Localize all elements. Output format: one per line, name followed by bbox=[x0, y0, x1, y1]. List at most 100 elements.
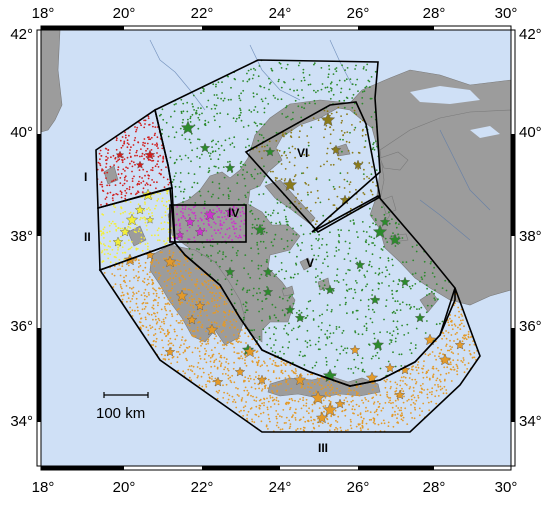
earthquake-dot bbox=[150, 263, 153, 265]
earthquake-dot bbox=[189, 117, 192, 120]
earthquake-dot bbox=[126, 156, 129, 159]
earthquake-dot bbox=[162, 358, 165, 360]
earthquake-dot bbox=[238, 395, 240, 397]
earthquake-dot bbox=[360, 361, 363, 364]
earthquake-dot bbox=[140, 236, 143, 239]
earthquake-dot bbox=[202, 284, 204, 286]
earthquake-dot bbox=[234, 326, 236, 329]
earthquake-dot bbox=[105, 162, 108, 165]
earthquake-dot bbox=[140, 317, 142, 320]
earthquake-dot bbox=[313, 62, 316, 65]
earthquake-dot bbox=[239, 236, 242, 239]
earthquake-dot bbox=[291, 293, 294, 296]
earthquake-dot bbox=[350, 287, 353, 290]
earthquake-dot bbox=[205, 361, 208, 364]
earthquake-dot bbox=[124, 134, 127, 137]
earthquake-dot bbox=[196, 278, 198, 281]
earthquake-dot bbox=[226, 228, 229, 231]
earthquake-dot bbox=[394, 337, 397, 340]
earthquake-dot bbox=[285, 205, 288, 208]
earthquake-dot bbox=[239, 162, 242, 165]
earthquake-dot bbox=[397, 233, 399, 236]
earthquake-dot bbox=[301, 386, 303, 389]
earthquake-dot bbox=[160, 228, 163, 231]
earthquake-dot bbox=[168, 303, 171, 306]
earthquake-dot bbox=[289, 408, 291, 411]
earthquake-dot bbox=[180, 238, 183, 241]
earthquake-dot bbox=[256, 111, 259, 113]
earthquake-dot bbox=[347, 429, 349, 431]
earthquake-dot bbox=[428, 409, 431, 412]
earthquake-dot bbox=[157, 155, 160, 158]
earthquake-dot bbox=[371, 166, 373, 168]
earthquake-dot bbox=[269, 317, 271, 320]
star-icon bbox=[262, 286, 274, 297]
earthquake-dot bbox=[364, 276, 366, 278]
earthquake-dot bbox=[318, 292, 321, 295]
earthquake-dot bbox=[139, 321, 142, 324]
earthquake-dot bbox=[265, 424, 268, 427]
earthquake-dot bbox=[418, 308, 421, 310]
star-icon bbox=[310, 390, 326, 405]
earthquake-dot bbox=[197, 329, 199, 332]
earthquake-dot bbox=[359, 121, 362, 123]
earthquake-dot bbox=[353, 408, 356, 411]
earthquake-dot bbox=[456, 370, 458, 372]
earthquake-dot bbox=[278, 377, 281, 380]
earthquake-dot bbox=[241, 397, 244, 399]
earthquake-dot bbox=[156, 136, 159, 139]
star-icon bbox=[180, 120, 196, 135]
earthquake-dot bbox=[269, 82, 271, 85]
earthquake-dot bbox=[425, 370, 428, 373]
earthquake-dot bbox=[161, 108, 164, 111]
zone-labels: I II III IV V VI bbox=[84, 146, 328, 455]
earthquake-dot bbox=[251, 329, 254, 332]
earthquake-dot bbox=[230, 288, 233, 291]
earthquake-dot bbox=[364, 410, 367, 413]
earthquake-dot bbox=[207, 152, 210, 154]
earthquake-dot bbox=[415, 369, 418, 372]
earthquake-dot bbox=[174, 195, 177, 198]
earthquake-dot bbox=[239, 335, 241, 337]
earthquake-dot bbox=[338, 79, 341, 82]
earthquake-dot bbox=[301, 89, 303, 91]
earthquake-dot bbox=[443, 366, 446, 369]
earthquake-dot bbox=[133, 175, 135, 178]
earthquake-dot bbox=[222, 384, 224, 387]
earthquake-dot bbox=[352, 297, 355, 300]
earthquake-dot bbox=[426, 396, 429, 399]
earthquake-dot bbox=[337, 393, 340, 396]
earthquake-dot bbox=[214, 346, 216, 349]
earthquake-dot bbox=[121, 184, 124, 187]
earthquake-dot bbox=[441, 337, 443, 340]
earthquake-dot bbox=[227, 236, 230, 239]
earthquake-dot bbox=[299, 350, 302, 353]
earthquake-dot bbox=[331, 388, 333, 390]
earthquake-dot bbox=[234, 222, 237, 225]
earthquake-dot bbox=[324, 392, 327, 394]
scale-bar: 100 km bbox=[96, 392, 149, 422]
earthquake-dot bbox=[415, 250, 418, 253]
earthquake-dot bbox=[176, 259, 178, 262]
earthquake-dot bbox=[410, 398, 413, 401]
earthquake-dot bbox=[307, 184, 310, 186]
earthquake-dot bbox=[137, 230, 140, 233]
earthquake-dot bbox=[355, 113, 358, 116]
earthquake-dot bbox=[147, 334, 150, 336]
earthquake-dot bbox=[313, 63, 315, 66]
earthquake-dot bbox=[141, 324, 144, 327]
earthquake-dot bbox=[131, 170, 133, 173]
earthquake-dot bbox=[140, 148, 142, 151]
earthquake-dot bbox=[121, 144, 124, 147]
earthquake-dot bbox=[114, 156, 117, 159]
earthquake-dot bbox=[433, 275, 436, 278]
earthquake-dot bbox=[100, 242, 102, 245]
earthquake-dot bbox=[270, 406, 272, 408]
earthquake-dot bbox=[306, 373, 309, 376]
earthquake-dot bbox=[105, 202, 108, 205]
earthquake-dot bbox=[299, 207, 302, 210]
earthquake-dot bbox=[275, 399, 278, 402]
earthquake-dot bbox=[235, 120, 237, 123]
earthquake-dot bbox=[139, 264, 142, 267]
earthquake-dot bbox=[146, 183, 149, 186]
